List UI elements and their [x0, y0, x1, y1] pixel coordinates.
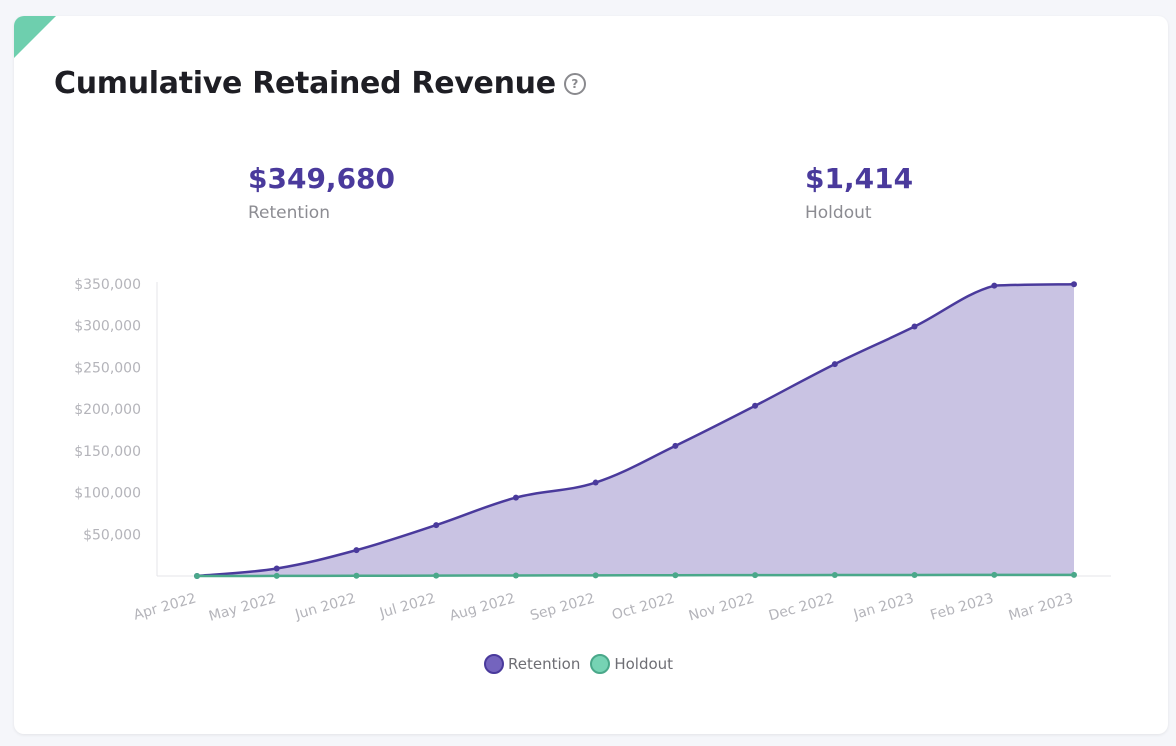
holdout-point [512, 572, 519, 579]
retention-point [991, 282, 998, 289]
holdout-value: $1,414 [805, 162, 914, 195]
corner-accent [14, 16, 56, 58]
retention-area [197, 284, 1074, 576]
legend-item-holdout[interactable]: Holdout [590, 654, 673, 674]
retention-point [592, 479, 599, 486]
holdout-swatch-icon [590, 654, 611, 674]
retention-point [273, 565, 280, 572]
retention-point [911, 323, 918, 330]
x-tick-label: Aug 2022 [448, 590, 517, 624]
retention-point [672, 442, 679, 449]
holdout-point [1071, 571, 1077, 578]
x-tick-label: Jul 2022 [377, 590, 437, 621]
legend-label-holdout: Holdout [614, 655, 674, 673]
holdout-point [433, 572, 440, 579]
x-tick-label: Nov 2022 [687, 590, 756, 624]
retention-point [353, 547, 360, 554]
x-tick-label: Feb 2023 [929, 590, 996, 623]
x-tick-label: Jan 2023 [851, 590, 916, 623]
revenue-card: Cumulative Retained Revenue ? $349,680 R… [14, 16, 1168, 734]
holdout-line [196, 573, 1075, 578]
retention-stat: $349,680 Retention [248, 162, 395, 223]
holdout-point [353, 572, 360, 579]
x-tick-label: Oct 2022 [610, 590, 676, 623]
y-tick-label: $300,000 [74, 319, 141, 335]
chart-legend: Retention Holdout [484, 654, 673, 674]
retention-value: $349,680 [248, 162, 396, 195]
x-tick-label: Apr 2022 [132, 590, 198, 623]
retention-point [831, 361, 838, 368]
y-tick-label: $100,000 [74, 486, 141, 502]
holdout-point [273, 572, 280, 579]
holdout-stat: $1,414 Holdout [805, 162, 913, 223]
holdout-label: Holdout [805, 203, 872, 223]
y-tick-label: $150,000 [74, 444, 141, 460]
holdout-point [672, 572, 679, 579]
x-tick-label: Dec 2022 [767, 590, 836, 624]
x-tick-label: May 2022 [207, 590, 278, 624]
y-tick-label: $200,000 [74, 402, 141, 418]
holdout-point [911, 571, 918, 578]
y-tick-label: $350,000 [74, 277, 141, 293]
retention-point [1071, 281, 1077, 288]
holdout-point [831, 572, 838, 579]
card-title-row: Cumulative Retained Revenue ? [54, 66, 586, 101]
y-tick-label: $50,000 [83, 527, 141, 543]
legend-label-retention: Retention [508, 655, 581, 673]
retention-point [512, 494, 519, 501]
holdout-point [592, 572, 599, 579]
retention-label: Retention [248, 203, 330, 223]
legend-item-retention[interactable]: Retention [484, 654, 580, 674]
holdout-point [991, 571, 998, 578]
x-tick-label: Jun 2022 [293, 590, 358, 623]
retention-point [433, 522, 440, 529]
y-tick-label: $250,000 [74, 360, 141, 376]
retained-revenue-chart: $50,000 $100,000 $150,000 $200,000 $250,000 $… [74, 277, 1111, 625]
holdout-point [752, 572, 759, 579]
retention-point [752, 402, 759, 409]
retention-swatch-icon [484, 654, 504, 674]
holdout-point [194, 573, 200, 579]
x-tick-label: Mar 2023 [1007, 590, 1075, 624]
question-circle-icon[interactable]: ? [563, 72, 586, 95]
x-tick-label: Sep 2022 [528, 590, 596, 624]
card-title: Cumulative Retained Revenue [54, 66, 556, 101]
